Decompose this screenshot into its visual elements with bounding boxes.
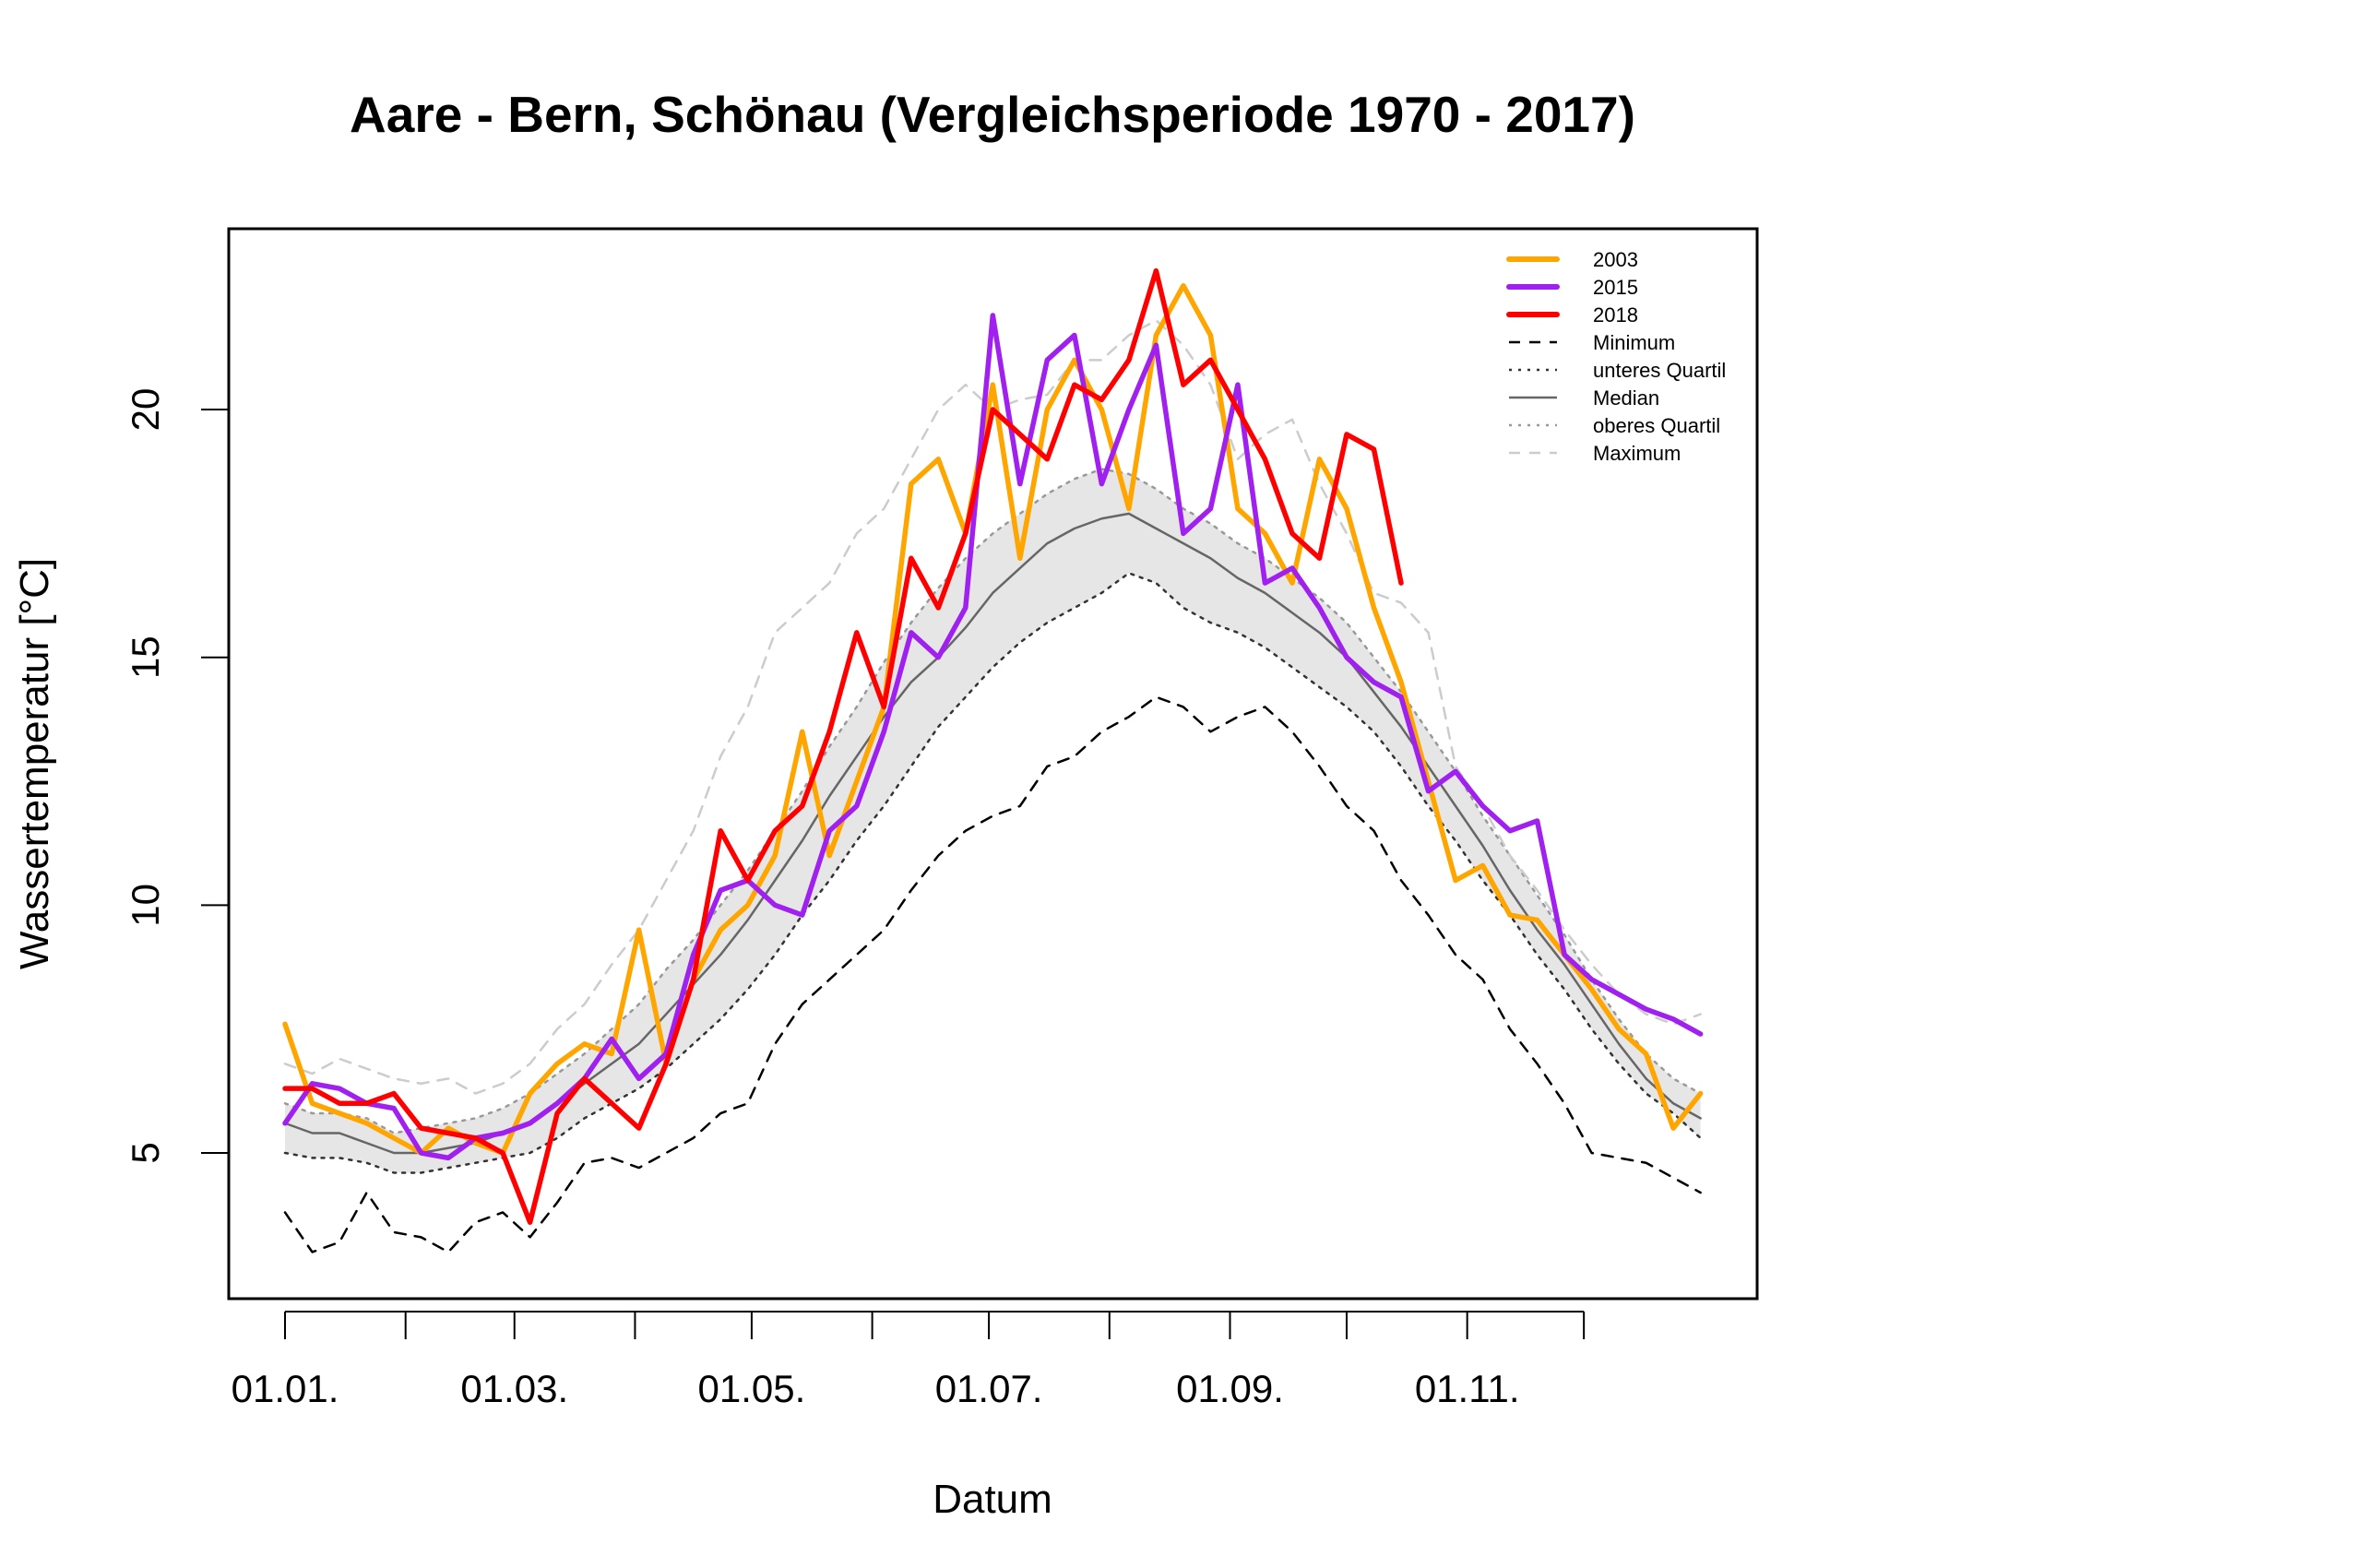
legend-item-unteres-quartil: unteres Quartil (1509, 359, 1726, 382)
legend-item-2018: 2018 (1506, 303, 1638, 327)
y-tick-label: 15 (124, 636, 167, 679)
x-tick-label: 01.05. (698, 1367, 806, 1410)
x-tick-label: 01.09. (1176, 1367, 1284, 1410)
y-axis: 5 10 15 20 (124, 388, 230, 1164)
series-minimum (283, 695, 1702, 1253)
legend-label: oberes Quartil (1593, 414, 1720, 437)
x-axis-title: Datum (933, 1477, 1052, 1522)
legend-item-2003: 2003 (1506, 248, 1638, 271)
x-tick-label: 01.03. (460, 1367, 568, 1410)
legend-item-maximum: Maximum (1509, 442, 1681, 465)
legend-label: Minimum (1593, 331, 1675, 354)
legend-item-oberes-quartil: oberes Quartil (1509, 414, 1720, 437)
series-2015 (282, 313, 1704, 1161)
legend: 2003 2015 2018 Minimum unteres Quartil Median… (1506, 248, 1726, 465)
legend-label: 2015 (1593, 276, 1638, 299)
series-2018 (282, 267, 1404, 1225)
series-line-2015 (282, 313, 1704, 1161)
legend-label: Median (1593, 386, 1659, 410)
y-axis-title: Wassertemperatur [°C] (12, 558, 57, 969)
chart-title: Aare - Bern, Schönau (Vergleichsperiode … (350, 86, 1635, 143)
series-unteres-quartil (283, 572, 1702, 1174)
year-lines-layer (282, 267, 1704, 1225)
legend-label: 2003 (1593, 248, 1638, 271)
legend-label: unteres Quartil (1593, 359, 1726, 382)
series-line-2018 (282, 267, 1404, 1225)
x-tick-label: 01.11. (1415, 1367, 1520, 1410)
legend-label: 2018 (1593, 303, 1638, 327)
iqr-band (285, 469, 1701, 1173)
series-line-maximum (283, 319, 1702, 1095)
series-line-unteres-quartil (283, 572, 1702, 1174)
legend-item-median: Median (1509, 386, 1659, 410)
series-maximum (283, 319, 1702, 1095)
x-axis: 01.01. 01.03. 01.05. 01.07. 01.09. 01.11. (232, 1311, 1586, 1410)
x-tick-label: 01.07. (935, 1367, 1043, 1410)
y-tick-label: 10 (124, 884, 167, 927)
y-tick-label: 5 (124, 1142, 167, 1163)
legend-label: Maximum (1593, 442, 1681, 465)
y-tick-label: 20 (124, 388, 167, 432)
x-tick-label: 01.01. (232, 1367, 339, 1410)
iqr-band-layer (285, 469, 1701, 1173)
legend-item-minimum: Minimum (1509, 331, 1675, 354)
legend-item-2015: 2015 (1506, 276, 1638, 299)
series-line-minimum (283, 695, 1702, 1253)
